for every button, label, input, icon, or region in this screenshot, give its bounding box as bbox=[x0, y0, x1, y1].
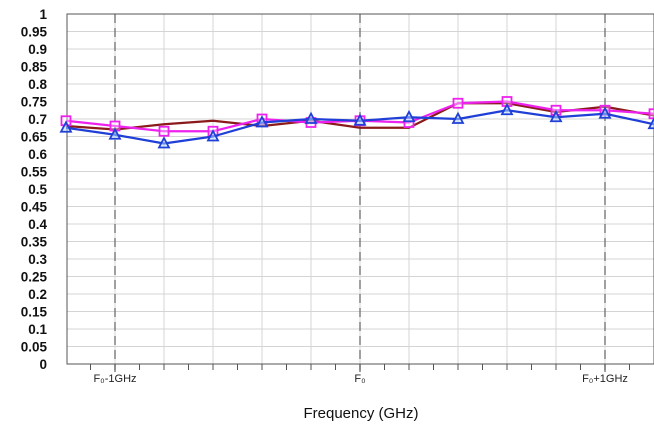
data-point bbox=[157, 136, 171, 149]
y-tick-label: 0.75 bbox=[21, 95, 48, 110]
y-tick-label: 0.3 bbox=[28, 252, 47, 267]
y-tick-label: 0.85 bbox=[21, 60, 48, 75]
data-point bbox=[108, 127, 122, 140]
y-tick-label: 0.4 bbox=[28, 217, 47, 232]
data-point bbox=[500, 102, 514, 116]
data-point bbox=[402, 109, 416, 123]
series-group bbox=[59, 96, 654, 149]
y-tick-label: 0.7 bbox=[28, 112, 47, 127]
series-3 bbox=[59, 102, 654, 149]
y-tick-label: 1 bbox=[39, 7, 47, 22]
x-tick-label: F₀-1GHz bbox=[93, 373, 136, 385]
data-point bbox=[353, 113, 367, 126]
y-tick-label: 0.55 bbox=[21, 165, 48, 180]
y-tick-label: 0.5 bbox=[28, 182, 47, 197]
y-tick-label: 0.1 bbox=[28, 322, 47, 337]
y-tick-label: 0.2 bbox=[28, 287, 47, 302]
data-point bbox=[549, 109, 563, 123]
x-tick-label: F₀ bbox=[354, 373, 365, 385]
data-point bbox=[648, 108, 654, 120]
data-point bbox=[206, 129, 220, 142]
y-tick-label: 0.25 bbox=[21, 270, 48, 285]
x-tick-marks bbox=[90, 364, 630, 370]
y-tick-label: 0.45 bbox=[21, 200, 48, 215]
y-tick-label: 0.6 bbox=[28, 147, 47, 162]
y-tick-label: 0.65 bbox=[21, 130, 48, 145]
y-tick-label: 0.35 bbox=[21, 235, 48, 250]
y-tick-label: 0.15 bbox=[21, 305, 48, 320]
x-axis-title: Frequency (GHz) bbox=[303, 405, 418, 422]
y-tick-label: 0.95 bbox=[21, 25, 48, 40]
y-tick-label: 0.8 bbox=[28, 77, 47, 92]
data-point bbox=[451, 111, 465, 124]
x-tick-labels: F₀-1GHz F₀ F₀+1GHz bbox=[93, 373, 627, 385]
y-tick-labels: 0 0.05 0.1 0.15 0.2 0.25 0.3 0.35 0.4 0.45 0.5 0.55… bbox=[21, 7, 48, 372]
y-tick-label: 0.05 bbox=[21, 340, 48, 355]
frequency-marker-lines bbox=[114, 14, 606, 372]
data-point bbox=[255, 115, 269, 128]
x-tick-label: F₀+1GHz bbox=[582, 373, 628, 385]
data-point bbox=[304, 111, 318, 124]
data-point bbox=[647, 116, 654, 130]
data-point bbox=[158, 125, 170, 137]
y-tick-label: 0.9 bbox=[28, 42, 47, 57]
data-point bbox=[452, 97, 464, 109]
data-point bbox=[598, 106, 612, 119]
data-point bbox=[59, 120, 73, 133]
y-tick-label: 0 bbox=[39, 357, 47, 372]
